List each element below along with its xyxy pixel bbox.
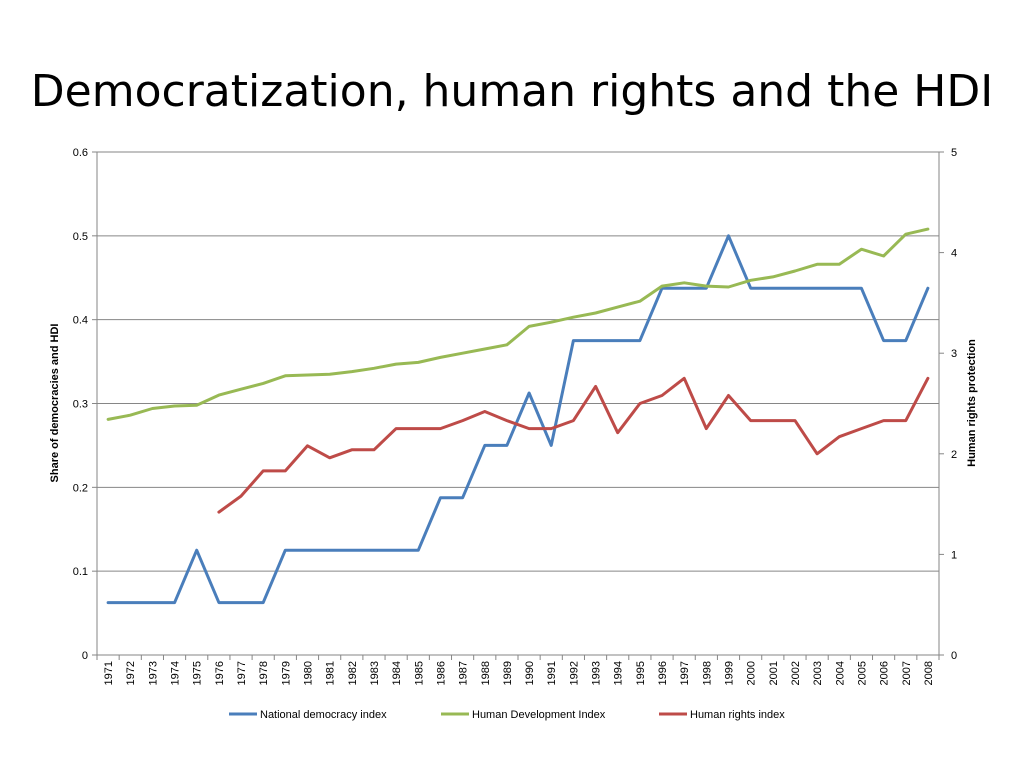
y2-tick-label: 3 xyxy=(951,348,957,360)
y-tick-label: 0 xyxy=(82,650,88,662)
x-tick-label: 2001 xyxy=(768,661,780,685)
x-tick-label: 1972 xyxy=(125,661,137,685)
legend-label: Human rights index xyxy=(690,709,785,721)
x-tick-label: 2004 xyxy=(834,661,846,685)
x-tick-label: 1983 xyxy=(369,661,381,685)
y-tick-label: 0.3 xyxy=(73,399,88,411)
x-tick-label: 1998 xyxy=(701,661,713,685)
x-tick-label: 1978 xyxy=(258,661,270,685)
series-line-human-development-index xyxy=(106,227,930,421)
x-tick-label: 2000 xyxy=(746,661,758,685)
x-tick-label: 1973 xyxy=(147,661,159,685)
x-tick-label: 1984 xyxy=(391,661,403,685)
x-tick-label: 1987 xyxy=(458,661,470,685)
y2-tick-label: 4 xyxy=(951,248,957,260)
series-lines xyxy=(106,227,930,605)
x-axis-ticks: 1971 1972 1973 1974 1975 1976 1977 1978 1979 1980… xyxy=(96,655,940,685)
x-tick-label: 2002 xyxy=(790,661,802,685)
x-tick-label: 1993 xyxy=(591,661,603,685)
left-axis-ticks: 0 0.1 0.2 0.3 0.4 0.5 0.6 xyxy=(73,147,97,662)
x-tick-label: 1979 xyxy=(280,661,292,685)
x-tick-label: 1976 xyxy=(214,661,226,685)
x-tick-label: 1994 xyxy=(613,661,625,685)
x-tick-label: 2007 xyxy=(901,661,913,685)
x-tick-label: 1999 xyxy=(724,661,736,685)
x-tick-label: 1990 xyxy=(524,661,536,685)
x-tick-label: 1971 xyxy=(103,661,115,685)
x-tick-label: 2003 xyxy=(812,661,824,685)
y2-tick-label: 2 xyxy=(951,449,957,461)
y2-tick-label: 0 xyxy=(951,650,957,662)
x-tick-label: 1980 xyxy=(303,661,315,685)
x-tick-label: 1988 xyxy=(480,661,492,685)
slide-title: Democratization, human rights and the HD… xyxy=(30,66,994,117)
y-tick-label: 0.5 xyxy=(73,231,88,243)
right-axis-label: Human rights protection xyxy=(966,339,978,467)
legend-label: Human Development Index xyxy=(472,709,606,721)
x-tick-label: 1989 xyxy=(502,661,514,685)
x-tick-label: 2008 xyxy=(923,661,935,685)
y-tick-label: 0.2 xyxy=(73,482,88,494)
y-tick-label: 0.1 xyxy=(73,566,88,578)
series-line-human-rights-index xyxy=(217,376,930,514)
left-axis-label: Share of democracies and HDI xyxy=(49,324,61,483)
x-tick-label: 1997 xyxy=(679,661,691,685)
x-tick-label: 2005 xyxy=(856,661,868,685)
x-tick-label: 1982 xyxy=(347,661,359,685)
gridlines xyxy=(97,151,939,572)
legend: National democracy index Human Developmen… xyxy=(229,709,785,721)
y2-tick-label: 5 xyxy=(951,147,957,159)
x-tick-label: 1996 xyxy=(657,661,669,685)
y-tick-label: 0.6 xyxy=(73,147,88,159)
x-tick-label: 1991 xyxy=(546,661,558,685)
x-tick-label: 1974 xyxy=(170,661,182,685)
x-tick-label: 2006 xyxy=(879,661,891,685)
y2-tick-label: 1 xyxy=(951,549,957,561)
x-tick-label: 1992 xyxy=(568,661,580,685)
x-tick-label: 1981 xyxy=(325,661,337,685)
right-axis-ticks: 0 1 2 3 4 5 xyxy=(939,147,957,662)
x-tick-label: 1986 xyxy=(435,661,447,685)
x-tick-label: 1985 xyxy=(413,661,425,685)
x-tick-label: 1975 xyxy=(192,661,204,685)
x-tick-label: 1977 xyxy=(236,661,248,685)
legend-label: National democracy index xyxy=(260,709,387,721)
x-tick-label: 1995 xyxy=(635,661,647,685)
series-line-national-democracy-index xyxy=(106,234,930,605)
y-tick-label: 0.4 xyxy=(73,315,88,327)
